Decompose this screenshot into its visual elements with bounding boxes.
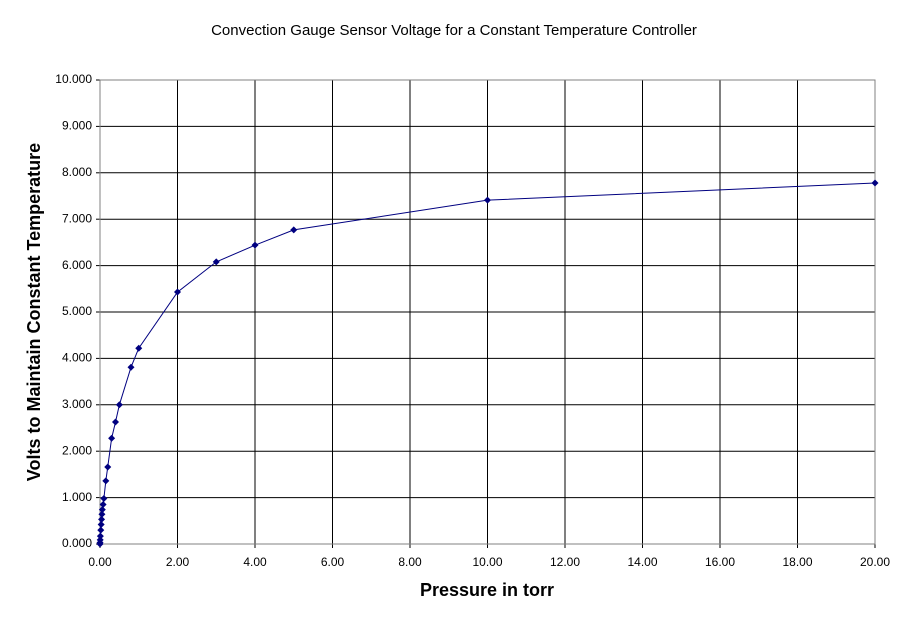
data-point	[96, 536, 104, 544]
data-point	[96, 532, 104, 540]
data-point	[135, 344, 143, 352]
data-point	[100, 495, 108, 503]
data-point	[102, 477, 110, 485]
y-tick-label: 7.000	[62, 211, 92, 225]
x-tick-label: 16.00	[705, 555, 735, 569]
x-tick-label: 2.00	[166, 555, 190, 569]
chart-title: Convection Gauge Sensor Voltage for a Co…	[211, 22, 697, 39]
y-tick-label: 3.000	[62, 397, 92, 411]
data-point	[290, 226, 298, 234]
x-tick-label: 10.00	[472, 555, 502, 569]
x-tick-label: 14.00	[627, 555, 657, 569]
y-tick-label: 4.000	[62, 351, 92, 365]
data-point	[98, 510, 106, 518]
y-tick-label: 9.000	[62, 119, 92, 133]
data-point	[108, 434, 116, 442]
x-tick-label: 6.00	[321, 555, 345, 569]
y-tick-label: 2.000	[62, 443, 92, 457]
data-point	[98, 506, 106, 514]
data-point	[115, 401, 123, 409]
data-point	[98, 515, 106, 523]
x-tick-label: 8.00	[398, 555, 422, 569]
x-tick-label: 0.00	[88, 555, 112, 569]
y-tick-label: 8.000	[62, 165, 92, 179]
data-point	[97, 526, 105, 534]
data-point	[174, 288, 181, 296]
y-tick-label: 6.000	[62, 258, 92, 272]
x-tick-label: 20.00	[860, 555, 890, 569]
y-tick-label: 5.000	[62, 304, 92, 318]
y-axis-label: Volts to Maintain Constant Temperature	[24, 143, 44, 481]
x-tick-label: 18.00	[782, 555, 812, 569]
data-point	[251, 241, 259, 249]
data-point	[484, 196, 491, 204]
data-point	[112, 418, 119, 426]
y-tick-label: 1.000	[62, 490, 92, 504]
y-tick-label: 0.000	[62, 536, 92, 550]
x-tick-label: 12.00	[550, 555, 580, 569]
data-point	[871, 179, 879, 187]
data-point	[97, 521, 105, 529]
data-point	[212, 258, 220, 266]
data-point	[104, 463, 112, 471]
data-point	[99, 501, 107, 509]
plot-border	[99, 79, 876, 545]
x-tick-label: 4.00	[243, 555, 267, 569]
y-tick-label: 10.000	[55, 72, 92, 86]
data-point	[127, 363, 135, 371]
x-axis-label: Pressure in torr	[420, 580, 554, 600]
